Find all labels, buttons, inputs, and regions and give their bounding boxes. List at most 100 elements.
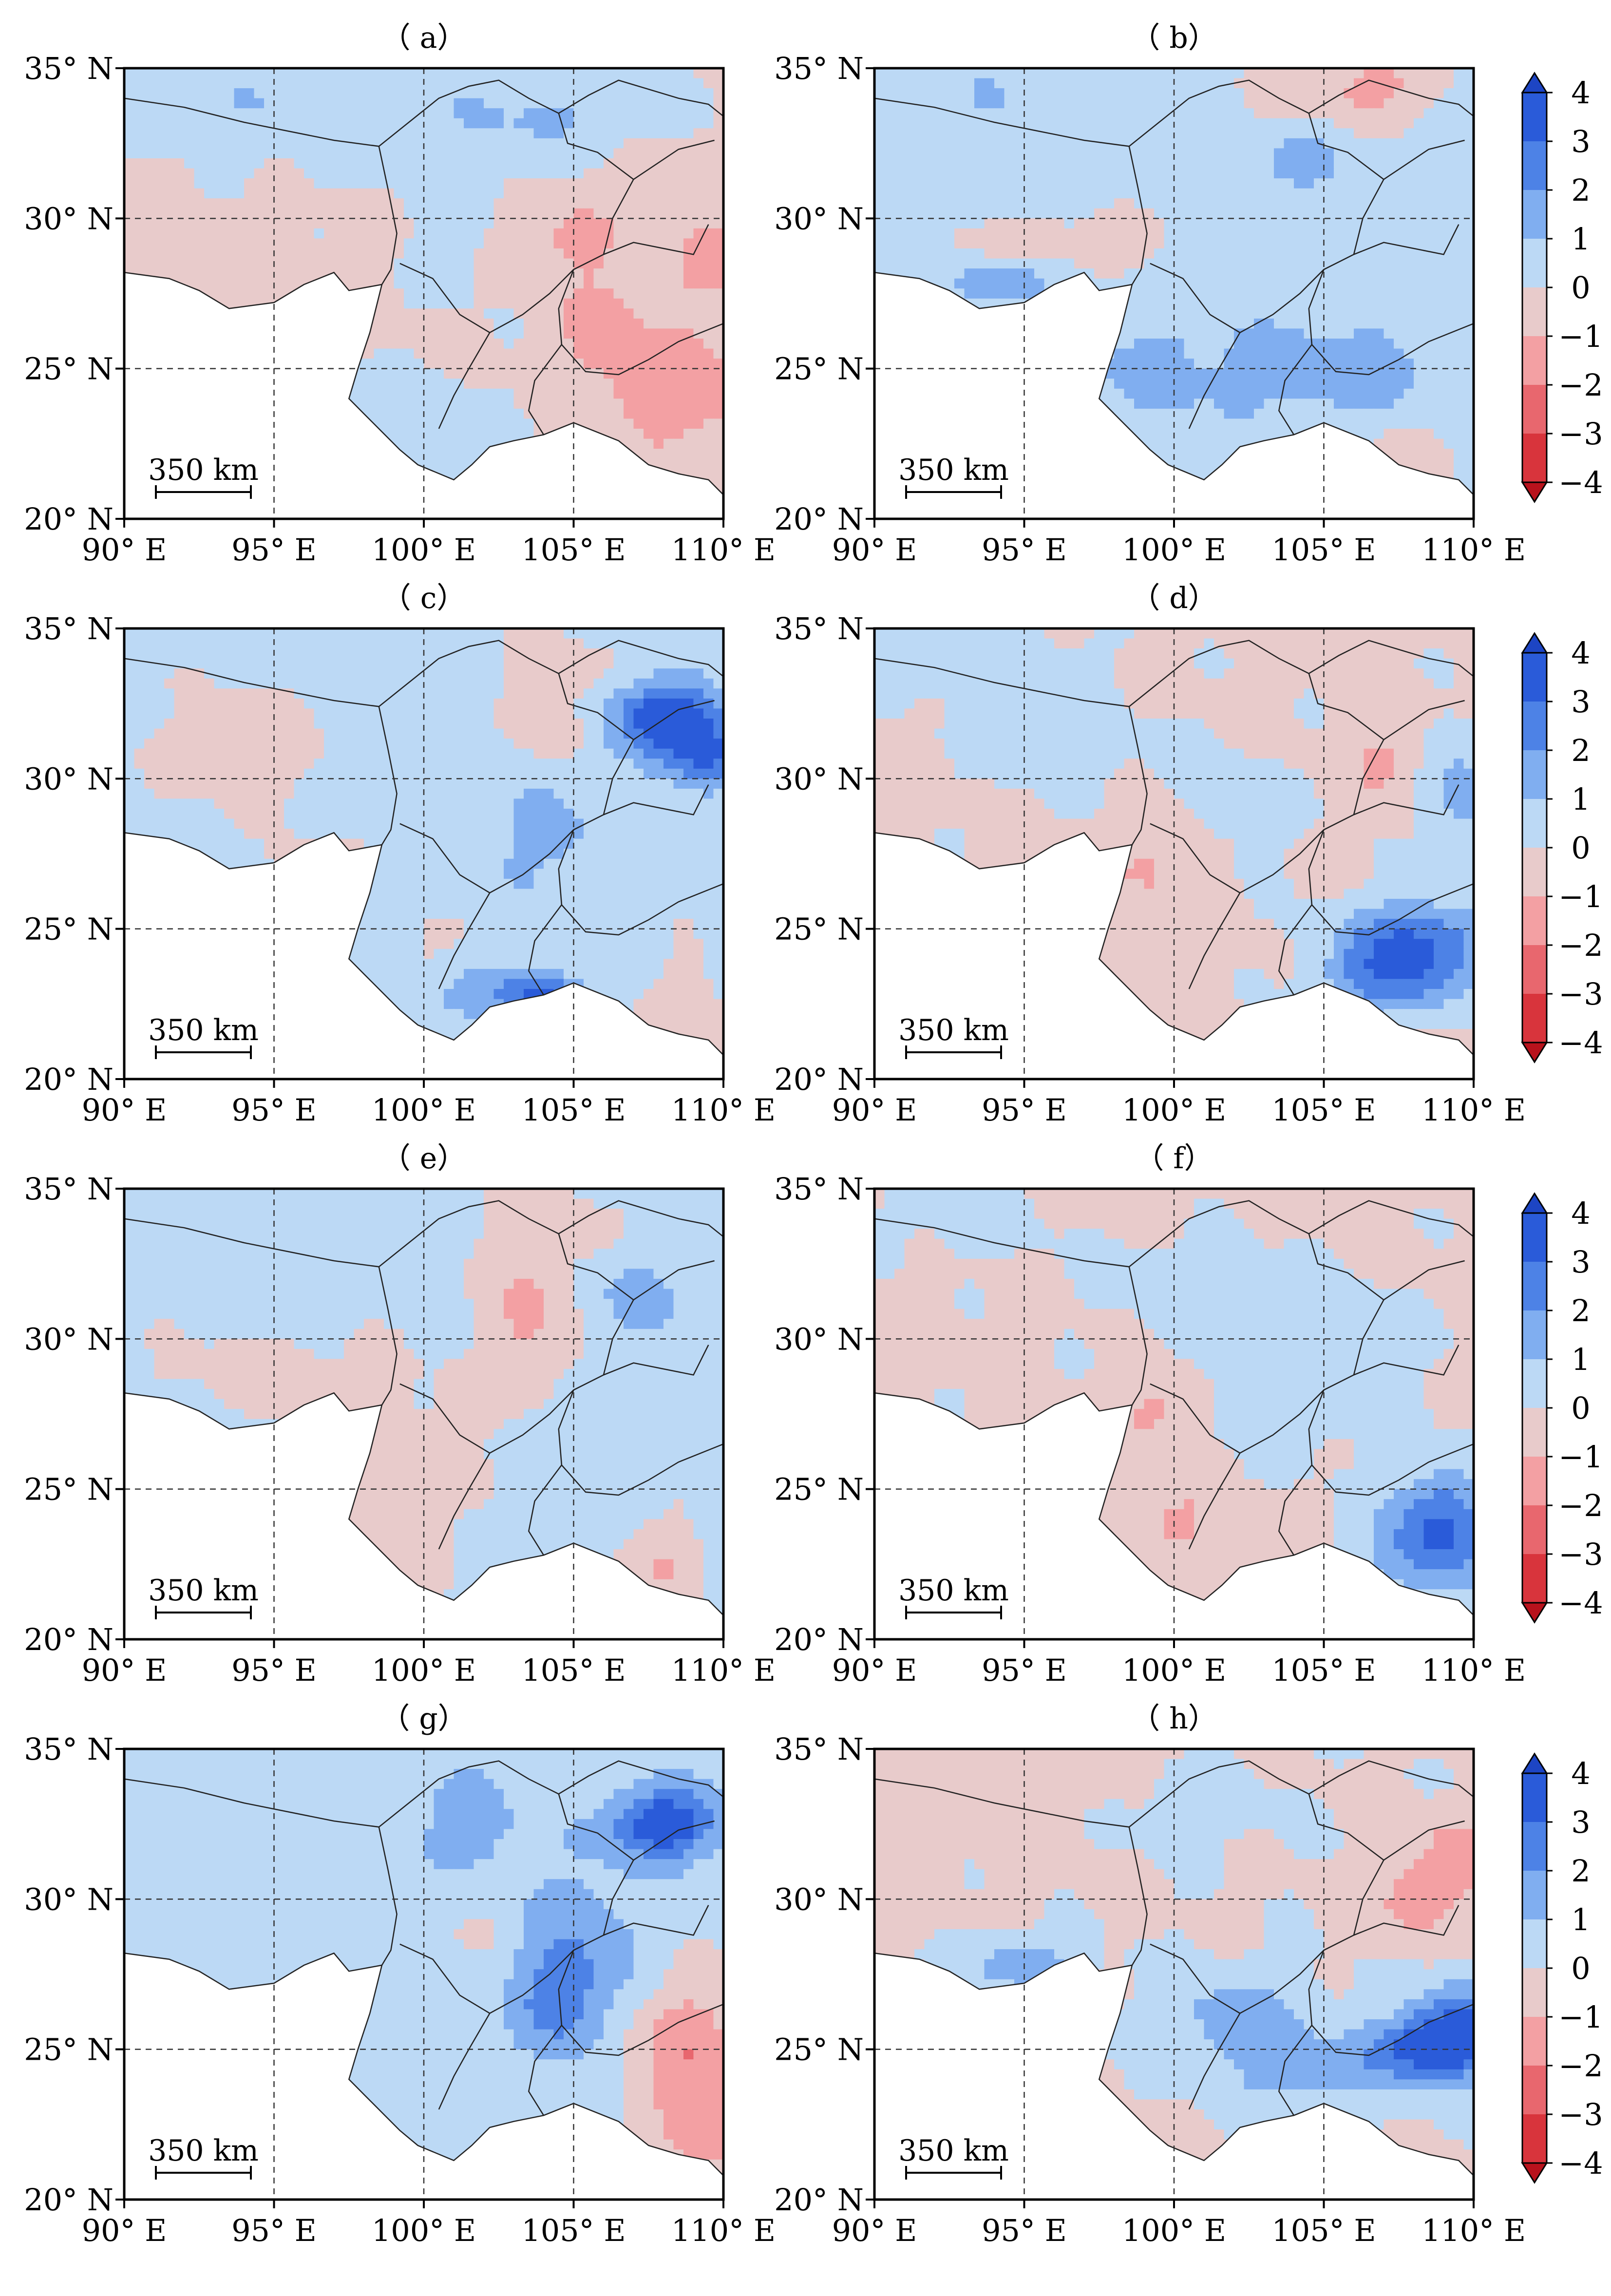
field-cell [174, 158, 185, 169]
field-cell [1214, 168, 1225, 179]
field-cell [1104, 388, 1115, 399]
field-cell [484, 308, 494, 319]
field-cell [414, 138, 424, 149]
field-cell [673, 458, 684, 470]
field-cell [394, 288, 404, 299]
field-cell [1364, 298, 1374, 309]
field-cell [474, 368, 484, 380]
field-cell [1074, 218, 1085, 229]
field-cell [683, 128, 694, 139]
field-cell [274, 168, 284, 179]
field-cell [484, 168, 494, 179]
field-cell [124, 248, 135, 259]
field-cell [663, 148, 674, 159]
field-cell [374, 339, 384, 349]
field-cell [1224, 148, 1234, 159]
field-cell [673, 118, 684, 129]
field-cell [954, 118, 965, 129]
field-cell [434, 438, 444, 449]
field-cell [1254, 429, 1265, 439]
field-cell [364, 208, 375, 219]
field-cell [1074, 178, 1085, 189]
field-cell [1224, 118, 1234, 129]
field-cell [1384, 258, 1394, 269]
field-cell [254, 188, 265, 199]
field-cell [584, 188, 594, 199]
field-cell [444, 388, 455, 399]
field-cell [544, 138, 554, 149]
field-cell [1094, 228, 1105, 239]
field-cell [964, 88, 975, 99]
field-cell [1434, 198, 1444, 209]
field-cell [1184, 78, 1194, 89]
field-cell [504, 128, 514, 139]
field-cell [1374, 328, 1384, 339]
field-cell [593, 408, 604, 419]
field-cell [454, 418, 464, 429]
field-cell [683, 118, 694, 129]
field-cell [984, 188, 995, 199]
field-cell [444, 278, 455, 289]
field-cell [673, 318, 684, 329]
field-cell [703, 278, 714, 289]
field-cell [884, 138, 895, 149]
field-cell [974, 98, 985, 109]
field-cell [613, 288, 624, 299]
field-cell [1354, 198, 1365, 209]
field-cell [314, 258, 324, 269]
field-cell [1004, 98, 1015, 109]
field-cell [653, 429, 664, 439]
field-cell [1463, 78, 1474, 89]
field-cell [1414, 68, 1424, 79]
field-cell [914, 208, 925, 219]
field-cell [474, 128, 484, 139]
field-cell [1224, 359, 1234, 369]
field-cell [553, 318, 564, 329]
field-cell [184, 128, 195, 139]
field-cell [1324, 258, 1334, 269]
field-cell [1374, 168, 1384, 179]
field-cell [224, 288, 235, 299]
field-cell [553, 248, 564, 259]
field-cell [544, 248, 554, 259]
field-cell [703, 288, 714, 299]
field-cell [1344, 188, 1354, 199]
field-cell [284, 168, 295, 179]
field-cell [604, 308, 614, 319]
field-cell [1314, 328, 1325, 339]
field-cell [934, 188, 945, 199]
field-cell [584, 118, 594, 129]
field-cell [533, 158, 544, 169]
field-cell [904, 178, 915, 189]
field-cell [1314, 228, 1325, 239]
field-cell [644, 308, 654, 319]
field-cell [513, 388, 524, 399]
field-cell [504, 228, 514, 239]
field-cell [693, 449, 704, 459]
field-cell [354, 198, 364, 209]
field-cell [584, 138, 594, 149]
field-cell [1074, 78, 1085, 89]
field-cell [1034, 68, 1045, 79]
field-cell [1454, 258, 1464, 269]
field-cell [1114, 178, 1125, 189]
field-cell [593, 298, 604, 309]
field-cell [1184, 158, 1194, 169]
field-cell [124, 228, 135, 239]
field-cell [1324, 78, 1334, 89]
field-cell [544, 238, 554, 249]
field-cell [894, 228, 905, 239]
field-cell [904, 258, 915, 269]
field-cell [454, 348, 464, 359]
field-cell [553, 158, 564, 169]
field-cell [673, 108, 684, 119]
field-cell [573, 198, 584, 209]
field-cell [1004, 118, 1015, 129]
field-cell [1384, 348, 1394, 359]
field-cell [1314, 108, 1325, 119]
field-cell [613, 118, 624, 129]
field-cell [174, 178, 185, 189]
field-cell [134, 108, 145, 119]
field-cell [1314, 218, 1325, 229]
field-cell [1194, 138, 1205, 149]
